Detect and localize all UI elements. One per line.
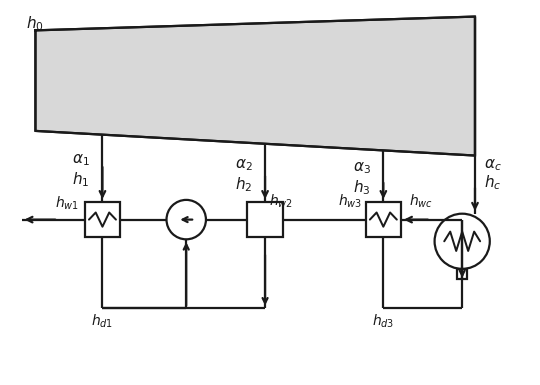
Text: $h_c$: $h_c$ bbox=[484, 174, 502, 192]
Text: $h_{d3}$: $h_{d3}$ bbox=[372, 313, 395, 330]
Text: $h_{w1}$: $h_{w1}$ bbox=[55, 195, 79, 212]
Text: $h_1$: $h_1$ bbox=[72, 171, 90, 189]
Text: $\alpha_3$: $\alpha_3$ bbox=[353, 161, 370, 176]
Text: $h_{wc}$: $h_{wc}$ bbox=[409, 193, 433, 210]
Bar bbox=[85, 202, 120, 237]
Text: $\alpha_1$: $\alpha_1$ bbox=[72, 152, 90, 168]
Text: $\alpha_c$: $\alpha_c$ bbox=[484, 157, 502, 173]
Text: $h_0$: $h_0$ bbox=[25, 15, 43, 33]
Text: $h_3$: $h_3$ bbox=[353, 179, 370, 197]
Bar bbox=[366, 202, 401, 237]
Text: $h_{d1}$: $h_{d1}$ bbox=[91, 313, 113, 330]
Bar bbox=[247, 202, 283, 237]
Polygon shape bbox=[36, 17, 475, 156]
Text: $h_{w2}$: $h_{w2}$ bbox=[269, 193, 293, 210]
Bar bbox=[457, 269, 467, 279]
Text: $h_2$: $h_2$ bbox=[235, 175, 252, 194]
Text: $\alpha_2$: $\alpha_2$ bbox=[234, 157, 252, 173]
Text: $h_{w3}$: $h_{w3}$ bbox=[338, 193, 362, 210]
